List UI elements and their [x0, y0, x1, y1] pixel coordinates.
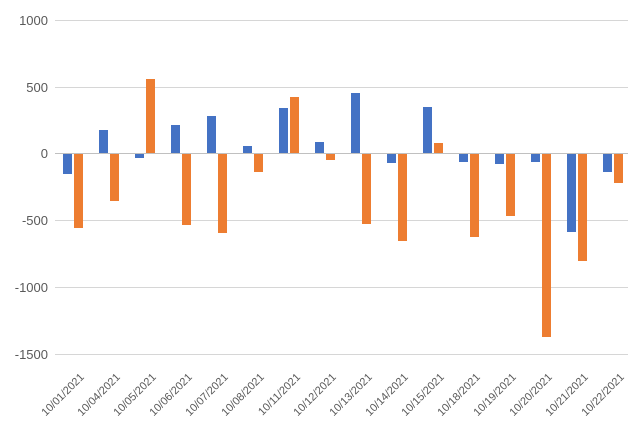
bar-orange-10/11/2021	[290, 97, 299, 154]
y-axis-tick-label: -500	[21, 213, 48, 228]
y-axis-tick-label: -1500	[14, 347, 48, 362]
bar-orange-10/18/2021	[470, 154, 479, 238]
y-axis-tick-label: 0	[40, 146, 48, 161]
zero-gridline	[55, 153, 628, 154]
bar-blue-10/01/2021	[63, 154, 72, 175]
bar-blue-10/06/2021	[171, 124, 180, 154]
bar-blue-10/04/2021	[99, 129, 108, 154]
bar-blue-10/19/2021	[495, 154, 504, 165]
gridline	[55, 87, 628, 88]
bar-orange-10/12/2021	[326, 154, 335, 160]
bar-blue-10/08/2021	[243, 146, 252, 154]
gridline	[55, 220, 628, 221]
gridline	[55, 20, 628, 21]
bar-orange-10/06/2021	[182, 154, 191, 226]
bar-blue-10/21/2021	[567, 154, 576, 232]
y-axis-tick-label: 500	[26, 80, 48, 95]
bar-blue-10/07/2021	[207, 115, 216, 154]
bar-blue-10/12/2021	[315, 141, 324, 154]
bar-blue-10/18/2021	[459, 154, 468, 162]
bar-blue-10/22/2021	[603, 154, 612, 172]
bar-orange-10/15/2021	[434, 142, 443, 154]
gridline	[55, 287, 628, 288]
gridline	[55, 354, 628, 355]
y-axis-tick-label: -1000	[14, 280, 48, 295]
bar-orange-10/20/2021	[542, 154, 551, 338]
bar-blue-10/14/2021	[387, 154, 396, 163]
bar-blue-10/11/2021	[279, 107, 288, 154]
bar-orange-10/07/2021	[218, 154, 227, 234]
bar-orange-10/05/2021	[146, 78, 155, 154]
bar-orange-10/04/2021	[110, 154, 119, 202]
bar-blue-10/05/2021	[135, 154, 144, 158]
bar-blue-10/15/2021	[423, 106, 432, 154]
bar-orange-10/22/2021	[614, 154, 623, 183]
bar-orange-10/21/2021	[578, 154, 587, 262]
bar-blue-10/20/2021	[531, 154, 540, 162]
bar-orange-10/08/2021	[254, 154, 263, 173]
y-axis-tick-label: 1000	[19, 13, 48, 28]
bar-orange-10/01/2021	[74, 154, 83, 228]
bar-orange-10/19/2021	[506, 154, 515, 217]
bar-orange-10/14/2021	[398, 154, 407, 242]
bar-blue-10/13/2021	[351, 92, 360, 154]
bar-orange-10/13/2021	[362, 154, 371, 225]
